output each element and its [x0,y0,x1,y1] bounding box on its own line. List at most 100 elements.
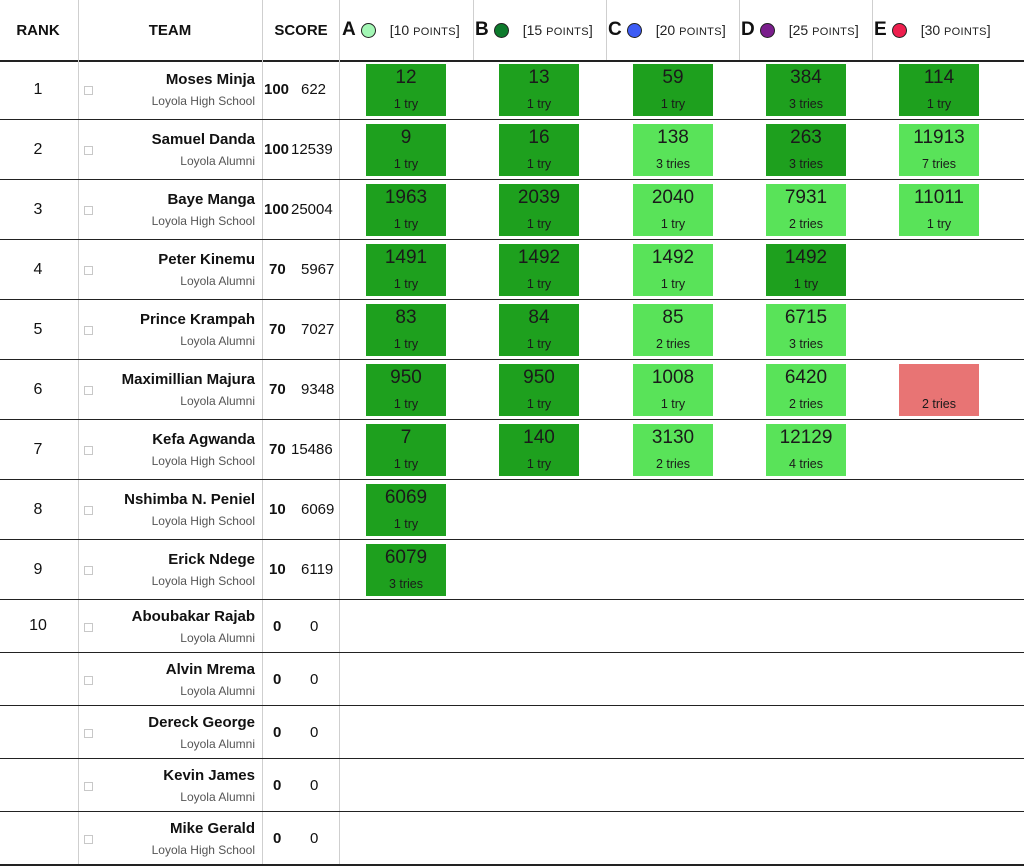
solve-time: 11913 [913,127,965,148]
team-name[interactable]: Baye Manga [167,191,255,208]
solve-time: 83 [395,307,417,328]
tries-count: 1 try [793,277,819,291]
team-name[interactable]: Mike Gerald [169,820,255,837]
table-row[interactable]: Mike Gerald Loyola High School 0 0 [0,812,1024,866]
problem-cell-b[interactable]: 13 1 try [499,64,579,116]
penalty-time: 7027 [301,321,335,338]
problem-cell-a[interactable]: 9 1 try [366,124,446,176]
problem-cell-e[interactable]: 114 1 try [899,64,979,116]
table-row[interactable]: 7 Kefa Agwanda Loyola High School 70 15486 7 1… [0,420,1024,480]
team-name[interactable]: Kefa Agwanda [152,431,255,448]
problem-cell-a[interactable]: 7 1 try [366,424,446,476]
problem-cell-a[interactable]: 1491 1 try [366,244,446,296]
problem-cell-d[interactable]: 384 3 tries [766,64,846,116]
table-row[interactable]: 8 Nshimba N. Peniel Loyola High School 10 60… [0,480,1024,540]
table-row[interactable]: 2 Samuel Danda Loyola Alumni 100 12539 9 1 try… [0,120,1024,180]
flag-icon [84,206,93,215]
solved-score: 0 [273,671,282,688]
problem-cell-b[interactable]: 2039 1 try [499,184,579,236]
team-rank: 7 [33,440,43,458]
balloon-icon [493,22,509,38]
problem-cell-d[interactable]: 1492 1 try [766,244,846,296]
table-row[interactable]: Alvin Mrema Loyola Alumni 0 0 [0,653,1024,706]
problem-cell-b[interactable]: 140 1 try [499,424,579,476]
team-name[interactable]: Alvin Mrema [165,661,255,678]
team-name[interactable]: Kevin James [163,767,255,784]
team-name[interactable]: Prince Krampah [139,311,255,328]
team-name[interactable]: Dereck George [148,714,255,731]
solved-score: 70 [269,441,286,458]
problem-cell-c[interactable]: 3130 2 tries [633,424,713,476]
tries-count: 1 try [526,397,552,411]
problem-cell-a[interactable]: 12 1 try [366,64,446,116]
flag-icon [84,566,93,575]
team-name[interactable]: Moses Minja [165,71,255,88]
problem-cell-b[interactable]: 16 1 try [499,124,579,176]
problem-cell-b[interactable]: 950 1 try [499,364,579,416]
problem-cell-e[interactable]: 11011 1 try [899,184,979,236]
problem-cell-c[interactable]: 85 2 tries [633,304,713,356]
solve-time: 1492 [517,247,561,268]
table-row[interactable]: 9 Erick Ndege Loyola High School 10 6119 6079… [0,540,1024,600]
problem-cell-c[interactable]: 138 3 tries [633,124,713,176]
tries-count: 1 try [393,337,419,351]
tries-count: 1 try [393,97,419,111]
table-row[interactable]: 5 Prince Krampah Loyola Alumni 70 7027 83 1 tr… [0,300,1024,360]
problem-cell-d[interactable]: 7931 2 tries [766,184,846,236]
problem-header-a[interactable]: A [10 POINTS] [342,0,471,60]
tries-count: 1 try [393,397,419,411]
problem-header-c[interactable]: C [20 POINTS] [608,0,737,60]
table-row[interactable]: 4 Peter Kinemu Loyola Alumni 70 5967 1491 1 tr… [0,240,1024,300]
problem-cell-c[interactable]: 1008 1 try [633,364,713,416]
problem-cell-b[interactable]: 1492 1 try [499,244,579,296]
problem-cell-b[interactable]: 84 1 try [499,304,579,356]
table-row[interactable]: 3 Baye Manga Loyola High School 100 25004 196… [0,180,1024,240]
table-row[interactable]: 1 Moses Minja Loyola High School 100 622 12 1 … [0,60,1024,120]
problem-cell-c[interactable]: 1492 1 try [633,244,713,296]
problem-cell-d[interactable]: 263 3 tries [766,124,846,176]
solved-score: 100 [264,201,290,218]
solve-time: 384 [790,67,822,88]
problem-cell-a[interactable]: 1963 1 try [366,184,446,236]
team-rank: 2 [33,140,43,158]
problem-cell-a[interactable]: 950 1 try [366,364,446,416]
problem-cell-d[interactable]: 12129 4 tries [766,424,846,476]
table-row[interactable]: Kevin James Loyola Alumni 0 0 [0,759,1024,812]
problem-cell-d[interactable]: 6715 3 tries [766,304,846,356]
solve-time: 1492 [784,247,828,268]
problem-cell-a[interactable]: 6069 1 try [366,484,446,536]
problem-cell-a[interactable]: 83 1 try [366,304,446,356]
problem-cell-d[interactable]: 6420 2 tries [766,364,846,416]
problem-cell-e[interactable]: 2 tries [899,364,979,416]
column-divider [78,0,79,866]
problem-letter: E [874,19,887,40]
flag-icon [84,782,93,791]
team-name[interactable]: Erick Ndege [168,551,255,568]
table-row[interactable]: 10 Aboubakar Rajab Loyola Alumni 0 0 [0,600,1024,653]
score-header: SCORE [274,21,328,39]
team-name[interactable]: Maximillian Majura [121,371,255,388]
team-rank [0,812,76,864]
flag-icon [84,676,93,685]
solve-time: 3130 [651,427,695,448]
team-name[interactable]: Peter Kinemu [158,251,255,268]
tries-count: 2 tries [788,217,824,231]
solved-score: 0 [273,618,282,635]
problem-cell-e[interactable]: 11913 7 tries [899,124,979,176]
team-name[interactable]: Nshimba N. Peniel [124,491,255,508]
problem-header-b[interactable]: B [15 POINTS] [475,0,604,60]
problem-cell-c[interactable]: 59 1 try [633,64,713,116]
problem-header-e[interactable]: E [30 POINTS] [874,0,1003,60]
table-row[interactable]: Dereck George Loyola Alumni 0 0 [0,706,1024,759]
solve-time: 12129 [779,427,833,448]
problem-cell-c[interactable]: 2040 1 try [633,184,713,236]
team-name[interactable]: Aboubakar Rajab [131,608,255,625]
penalty-time: 0 [310,724,319,741]
solve-time: 2039 [517,187,561,208]
problem-cell-a[interactable]: 6079 3 tries [366,544,446,596]
team-name[interactable]: Samuel Danda [151,131,255,148]
problem-header-d[interactable]: D [25 POINTS] [741,0,870,60]
team-institution: Loyola High School [151,94,255,108]
solve-time: 6420 [784,367,828,388]
table-row[interactable]: 6 Maximillian Majura Loyola Alumni 70 9348 95… [0,360,1024,420]
